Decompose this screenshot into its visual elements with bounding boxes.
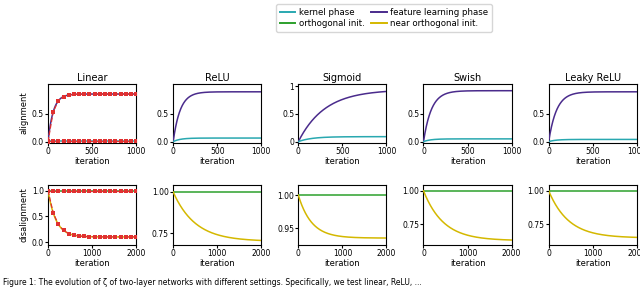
- Legend: kernel phase, orthogonal init., feature learning phase, near orthogonal init.: kernel phase, orthogonal init., feature …: [276, 4, 492, 32]
- X-axis label: iteration: iteration: [450, 259, 485, 268]
- Title: Swish: Swish: [453, 73, 482, 83]
- Title: Leaky ReLU: Leaky ReLU: [564, 73, 621, 83]
- Y-axis label: alignment: alignment: [20, 92, 29, 134]
- Y-axis label: disalignment: disalignment: [20, 188, 29, 242]
- X-axis label: iteration: iteration: [575, 259, 611, 268]
- X-axis label: iteration: iteration: [324, 259, 360, 268]
- X-axis label: iteration: iteration: [200, 259, 235, 268]
- X-axis label: iteration: iteration: [200, 157, 235, 166]
- Text: Figure 1: The evolution of ζ of two-layer networks with different settings. Spec: Figure 1: The evolution of ζ of two-laye…: [3, 278, 422, 287]
- Title: Sigmoid: Sigmoid: [323, 73, 362, 83]
- Title: ReLU: ReLU: [205, 73, 230, 83]
- X-axis label: iteration: iteration: [450, 157, 485, 166]
- X-axis label: iteration: iteration: [74, 157, 110, 166]
- Title: Linear: Linear: [77, 73, 108, 83]
- X-axis label: iteration: iteration: [324, 157, 360, 166]
- X-axis label: iteration: iteration: [575, 157, 611, 166]
- X-axis label: iteration: iteration: [74, 259, 110, 268]
